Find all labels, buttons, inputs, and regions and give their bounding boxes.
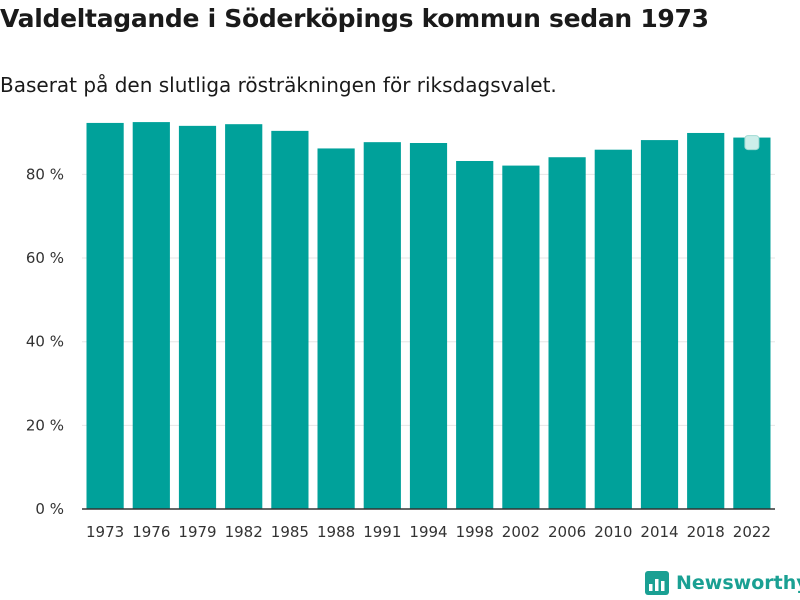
x-tick-label: 2014: [640, 523, 678, 541]
x-tick-label: 1988: [317, 523, 355, 541]
x-tick-label: 2006: [548, 523, 586, 541]
bar[interactable]: [225, 124, 263, 509]
bar[interactable]: [594, 149, 632, 509]
chart-title: Valdeltagande i Söderköpings kommun seda…: [0, 4, 709, 33]
bar[interactable]: [733, 137, 771, 509]
x-tick-label: 2022: [733, 523, 771, 541]
y-axis-ticks: 0 % 20 % 40 % 60 % 80 %: [26, 165, 64, 518]
x-tick-label: 1982: [225, 523, 263, 541]
bar[interactable]: [548, 157, 586, 510]
y-tick-label: 0 %: [35, 500, 64, 518]
x-tick-label: 2002: [502, 523, 540, 541]
bar[interactable]: [502, 165, 540, 509]
bar[interactable]: [317, 148, 355, 510]
bar[interactable]: [178, 125, 217, 510]
bar-chart-logo-icon: [645, 571, 669, 595]
x-tick-label: 1991: [363, 523, 401, 541]
bar[interactable]: [132, 122, 170, 509]
bar[interactable]: [409, 143, 448, 509]
x-tick-label: 1976: [132, 523, 170, 541]
x-tick-label: 1973: [86, 523, 124, 541]
bar[interactable]: [86, 122, 124, 510]
x-tick-label: 2018: [687, 523, 725, 541]
y-tick-label: 80 %: [26, 165, 64, 183]
y-tick-label: 60 %: [26, 249, 64, 267]
y-tick-label: 40 %: [26, 333, 64, 351]
x-tick-label: 2010: [594, 523, 632, 541]
newsworthy-logo: Newsworthy: [645, 568, 800, 598]
chart-subtitle: Baserat på den slutliga rösträkningen fö…: [0, 73, 557, 97]
bar[interactable]: [363, 142, 401, 509]
x-tick-label: 1994: [409, 523, 447, 541]
x-tick-label: 1998: [456, 523, 494, 541]
x-tick-label: 1979: [178, 523, 216, 541]
bar[interactable]: [687, 132, 725, 509]
bar[interactable]: [271, 130, 309, 509]
latest-value-marker: [744, 135, 760, 151]
x-tick-label: 1985: [271, 523, 309, 541]
bars: [86, 122, 771, 510]
bar[interactable]: [640, 140, 679, 509]
bar[interactable]: [456, 160, 494, 509]
brand-name: Newsworthy: [676, 572, 800, 594]
y-tick-label: 20 %: [26, 416, 64, 434]
x-axis-ticks: 1973 1976 1979 1982 1985 1988 1991 1994 1998 2002…: [86, 523, 771, 541]
